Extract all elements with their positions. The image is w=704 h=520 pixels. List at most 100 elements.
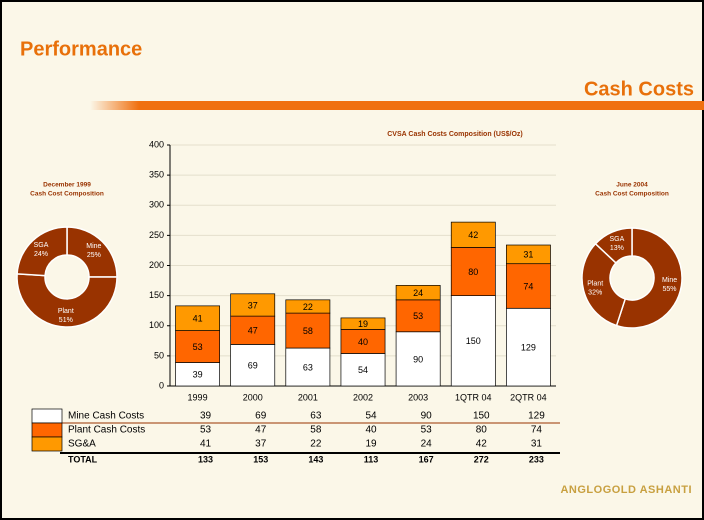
bar-segment bbox=[285, 299, 331, 314]
data-label: 39 bbox=[193, 370, 203, 380]
bar-segment bbox=[285, 312, 331, 349]
table-value: 42 bbox=[476, 439, 488, 450]
table-total: 133 bbox=[198, 454, 213, 464]
pie-value-label: 55% bbox=[663, 286, 677, 293]
table-total: 272 bbox=[474, 454, 489, 464]
table-value: 47 bbox=[255, 425, 267, 436]
data-label: 22 bbox=[303, 302, 313, 312]
pie-value-label: 13% bbox=[610, 245, 624, 252]
data-label: 53 bbox=[413, 311, 423, 321]
data-label: 47 bbox=[248, 326, 258, 336]
pie-slice bbox=[66, 226, 118, 278]
y-tick-label: 200 bbox=[149, 260, 164, 270]
data-label: 40 bbox=[358, 337, 368, 347]
x-tick-label: 2001 bbox=[298, 392, 318, 402]
header-band bbox=[90, 101, 704, 110]
data-label: 24 bbox=[413, 288, 423, 298]
bar-segment bbox=[340, 317, 386, 330]
pie-category: Mine bbox=[86, 243, 101, 250]
pie-category: Mine bbox=[662, 277, 677, 284]
pie-title: Cash Cost Composition bbox=[595, 191, 669, 198]
table-value: 129 bbox=[528, 411, 545, 422]
legend-swatch bbox=[31, 408, 63, 424]
data-label: 80 bbox=[468, 267, 478, 277]
slide-subtitle: Cash Costs bbox=[584, 78, 694, 100]
pie-slice bbox=[615, 227, 683, 329]
pie-category: Plant bbox=[58, 308, 74, 315]
table-value: 31 bbox=[531, 439, 543, 450]
pie-slice bbox=[16, 273, 118, 328]
pie-value-label: 24% bbox=[34, 251, 48, 258]
legend-label: Plant Cash Costs bbox=[68, 425, 145, 436]
x-tick-label: 2QTR 04 bbox=[510, 392, 547, 402]
pie-value-label: 25% bbox=[87, 252, 101, 259]
table-value: 90 bbox=[421, 411, 433, 422]
table-value: 19 bbox=[365, 439, 377, 450]
bar-segment bbox=[450, 295, 496, 387]
table-value: 54 bbox=[365, 411, 377, 422]
table-value: 150 bbox=[473, 411, 490, 422]
data-label: 41 bbox=[193, 314, 203, 324]
table-value: 22 bbox=[310, 439, 322, 450]
table-value: 80 bbox=[476, 425, 488, 436]
y-tick-label: 150 bbox=[149, 290, 164, 300]
legend-label: SG&A bbox=[68, 439, 96, 450]
table-total: 167 bbox=[419, 454, 434, 464]
table-total-label: TOTAL bbox=[68, 454, 98, 464]
bar-segment bbox=[285, 347, 331, 387]
logo: ANGLOGOLD ASHANTI bbox=[560, 484, 692, 496]
pie-value-label: 32% bbox=[588, 289, 602, 296]
y-tick-label: 350 bbox=[149, 170, 164, 180]
table-value: 53 bbox=[421, 425, 433, 436]
x-tick-label: 2003 bbox=[408, 392, 428, 402]
pie-title: June 2004 bbox=[616, 182, 648, 189]
bar-segment bbox=[450, 247, 496, 296]
y-tick-label: 50 bbox=[154, 350, 164, 360]
legend-swatch bbox=[31, 422, 63, 438]
bar-segment bbox=[506, 263, 551, 309]
pie-value-label: 51% bbox=[59, 317, 73, 324]
table-value: 39 bbox=[200, 411, 212, 422]
bar-segment bbox=[506, 307, 551, 387]
data-label: 90 bbox=[413, 354, 423, 364]
bar-segment bbox=[175, 305, 220, 331]
data-label: 37 bbox=[248, 300, 258, 310]
table-value: 24 bbox=[421, 439, 433, 450]
table-value: 53 bbox=[200, 425, 212, 436]
data-label: 69 bbox=[248, 361, 258, 371]
data-label: 19 bbox=[358, 319, 368, 329]
data-label: 74 bbox=[523, 281, 533, 291]
bar-segment bbox=[230, 293, 276, 317]
table-total: 153 bbox=[253, 454, 268, 464]
data-label: 31 bbox=[523, 250, 533, 260]
data-label: 58 bbox=[303, 326, 313, 336]
table-total: 113 bbox=[364, 454, 379, 464]
x-tick-label: 2002 bbox=[353, 392, 373, 402]
table-value: 74 bbox=[531, 425, 543, 436]
table-value: 41 bbox=[200, 439, 212, 450]
pie-category: Plant bbox=[587, 280, 603, 287]
table-value: 37 bbox=[255, 439, 267, 450]
pie-slice bbox=[594, 227, 633, 264]
bar-segment bbox=[395, 285, 441, 301]
legend-label: Mine Cash Costs bbox=[68, 411, 144, 422]
pie-slice bbox=[16, 226, 68, 277]
table-total: 233 bbox=[529, 454, 544, 464]
data-label: 42 bbox=[468, 230, 478, 240]
table-value: 69 bbox=[255, 411, 267, 422]
slide-title: Performance bbox=[20, 38, 142, 60]
chart-title: CVSA Cash Costs Composition (US$/Oz) bbox=[387, 131, 522, 138]
table-value: 40 bbox=[365, 425, 377, 436]
y-tick-label: 300 bbox=[149, 200, 164, 210]
data-label: 129 bbox=[521, 343, 536, 353]
y-tick-label: 400 bbox=[149, 139, 164, 149]
pie-slice bbox=[581, 242, 627, 327]
x-tick-label: 1QTR 04 bbox=[455, 392, 492, 402]
bar-segment bbox=[395, 299, 441, 333]
data-label: 53 bbox=[193, 342, 203, 352]
table-value: 63 bbox=[310, 411, 322, 422]
bar-segment bbox=[340, 329, 386, 354]
pie-category: SGA bbox=[34, 242, 49, 249]
